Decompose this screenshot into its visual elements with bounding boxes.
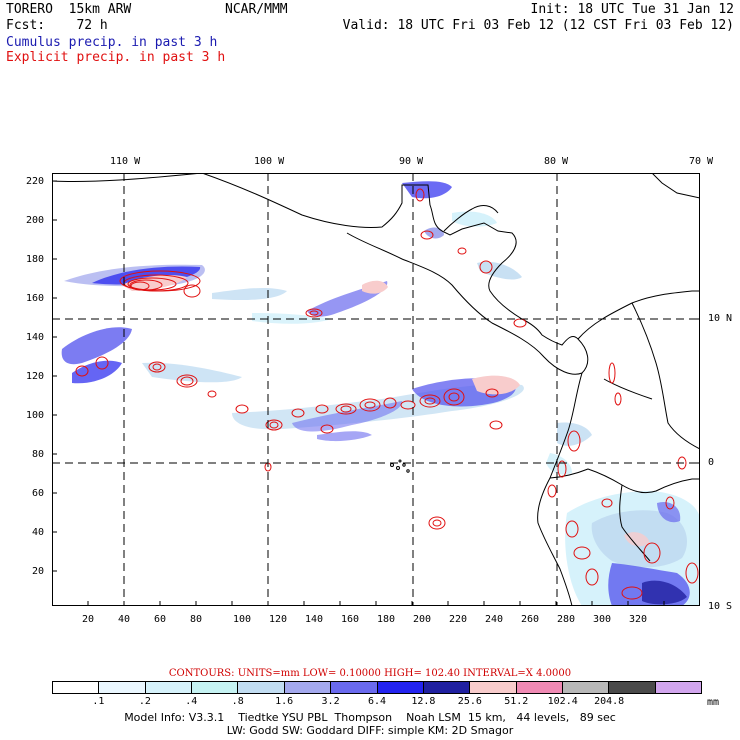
colorbar-label: 102.4 (547, 696, 578, 707)
y-tick: 120 (25, 371, 44, 382)
x-tick: 160 (341, 614, 360, 625)
x-tick: 200 (413, 614, 432, 625)
x-tick: 20 (82, 614, 95, 625)
lon-label-70w: 70 W (689, 156, 714, 167)
colorbar-swatch (422, 682, 470, 693)
colorbar-units: mm (707, 697, 720, 708)
colorbar (52, 681, 702, 694)
colorbar-swatch (191, 682, 238, 693)
x-tick: 300 (593, 614, 612, 625)
physics-info: LW: Godd SW: Goddard DIFF: simple KM: 2D… (226, 724, 514, 737)
colorbar-swatch (98, 682, 145, 693)
precip-map (52, 173, 700, 606)
legend-explicit: Explicit precip. in past 3 h (6, 50, 226, 65)
lon-label-80w: 80 W (544, 156, 569, 167)
y-tick: 20 (31, 566, 44, 577)
lat-label-10n: 10 N (708, 313, 733, 324)
cumulus-precip-areas (61, 181, 700, 606)
lon-label-110w: 110 W (110, 156, 141, 167)
x-tick: 240 (485, 614, 504, 625)
x-tick: 180 (377, 614, 396, 625)
x-tick: 60 (154, 614, 167, 625)
center-name: NCAR/MMM (225, 2, 288, 17)
lon-label-90w: 90 W (399, 156, 424, 167)
colorbar-swatch (376, 682, 423, 693)
lat-label-10s: 10 S (708, 601, 733, 612)
colorbar-swatch (237, 682, 284, 693)
colorbar-swatch (469, 682, 516, 693)
colorbar-swatch (330, 682, 377, 693)
colorbar-label: .4 (185, 696, 198, 707)
x-tick: 140 (305, 614, 324, 625)
x-tick: 100 (233, 614, 252, 625)
colorbar-label: 3.2 (321, 696, 340, 707)
lat-label-0: 0 (708, 457, 715, 468)
colorbar-swatch (561, 682, 609, 693)
explicit-precip-contours (75, 188, 699, 600)
colorbar-swatch (144, 682, 192, 693)
x-tick: 40 (118, 614, 131, 625)
colorbar-swatch (283, 682, 331, 693)
x-tick: 260 (521, 614, 540, 625)
colorbar-labels: .1 .2 .4 .8 1.6 3.2 6.4 12.8 25.6 51.2 102.4 204.8 (52, 696, 702, 708)
x-tick: 120 (269, 614, 288, 625)
colorbar-label: 51.2 (504, 696, 529, 707)
x-tick: 220 (449, 614, 468, 625)
coastlines (52, 173, 700, 606)
y-tick: 200 (25, 215, 44, 226)
colorbar-label: 6.4 (367, 696, 387, 707)
y-tick: 140 (25, 332, 44, 343)
colorbar-label: .2 (138, 696, 151, 707)
contours-info: CONTOURS: UNITS=mm LOW= 0.10000 HIGH= 10… (168, 668, 572, 679)
x-tick: 320 (629, 614, 648, 625)
y-tick: 40 (31, 527, 44, 538)
colorbar-label: 12.8 (411, 696, 436, 707)
init-time: Init: 18 UTC Tue 31 Jan 12 (530, 2, 735, 17)
model-info: Model Info: V3.3.1 Tiedtke YSU PBL Thomp… (124, 711, 616, 724)
y-tick: 80 (31, 449, 44, 460)
colorbar-label: .8 (231, 696, 244, 707)
map-frame (52, 173, 700, 606)
y-tick: 100 (25, 410, 44, 421)
y-tick: 180 (25, 254, 44, 265)
x-tick: 80 (190, 614, 203, 625)
colorbar-label: 204.8 (594, 696, 625, 707)
y-tick: 160 (25, 293, 44, 304)
colorbar-swatch (654, 682, 702, 693)
colorbar-label: .1 (92, 696, 105, 707)
lon-label-100w: 100 W (254, 156, 285, 167)
x-tick: 280 (557, 614, 576, 625)
y-tick: 220 (25, 176, 44, 187)
legend-cumulus: Cumulus precip. in past 3 h (6, 35, 218, 50)
colorbar-swatch (608, 682, 655, 693)
valid-time: Valid: 18 UTC Fri 03 Feb 12 (12 CST Fri … (342, 18, 734, 33)
colorbar-label: 25.6 (457, 696, 482, 707)
colorbar-label: 1.6 (275, 696, 294, 707)
colorbar-swatch (53, 682, 99, 693)
model-name: TORERO 15km ARW (6, 2, 132, 17)
graticule (52, 173, 700, 606)
forecast-hour: Fcst: 72 h (6, 18, 108, 33)
y-tick: 60 (31, 488, 44, 499)
colorbar-swatch (515, 682, 562, 693)
